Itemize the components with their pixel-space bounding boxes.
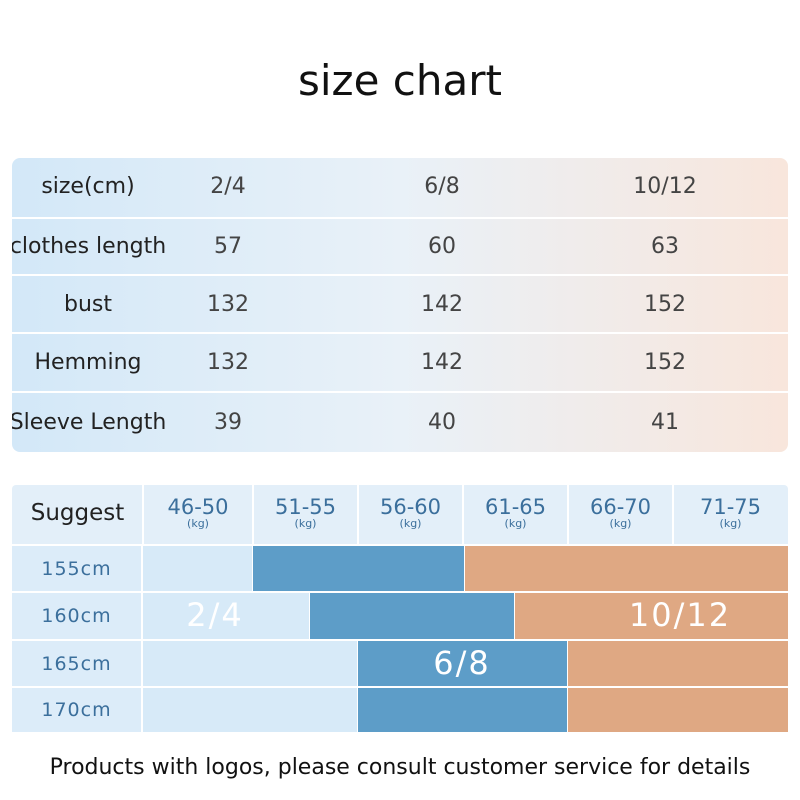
height-cell-bg — [12, 546, 141, 591]
range-light — [143, 641, 357, 686]
height-cell-bg — [12, 641, 141, 686]
title: size chart — [298, 55, 502, 105]
weight-range: 66-70 — [589, 495, 652, 519]
col-divider — [357, 485, 359, 544]
row-label: Hemming — [34, 350, 142, 375]
range-orange — [568, 641, 788, 686]
weight-unit: (kg) — [719, 516, 742, 530]
range-orange — [465, 546, 788, 591]
range-blue — [358, 641, 567, 686]
range-light — [143, 593, 309, 639]
table-cell: 39 — [214, 409, 242, 435]
col-divider — [672, 485, 674, 544]
table-cell: 60 — [428, 234, 456, 259]
weight-unit: (kg) — [187, 516, 209, 530]
height-label: 170cm — [41, 699, 112, 721]
header-cell: 10/12 — [633, 173, 697, 199]
range-light — [143, 546, 252, 591]
header-bg — [12, 485, 788, 544]
size-table: size(cm) 2/4 6/8 10/12 clothes length 57 60 63 b… — [12, 158, 788, 452]
row-divider — [12, 274, 788, 276]
footer: Products with logos, please consult cust… — [49, 754, 751, 780]
table-cell: 132 — [207, 350, 249, 375]
table-cell: 57 — [214, 234, 242, 259]
range-blue — [253, 546, 464, 591]
table-cell: 142 — [421, 291, 463, 317]
size-range-label: 10/12 — [628, 596, 732, 634]
col-divider — [462, 485, 464, 544]
col-divider — [252, 485, 254, 544]
row-divider — [12, 332, 788, 334]
row-divider — [12, 391, 788, 393]
range-light — [143, 688, 357, 732]
table-cell: 63 — [651, 234, 679, 259]
col-divider — [142, 485, 144, 544]
weight-unit: (kg) — [504, 516, 527, 530]
row-divider — [12, 217, 788, 219]
weight-range: 71-75 — [699, 495, 762, 519]
table-cell: 40 — [428, 409, 456, 435]
height-cell-bg — [12, 593, 141, 639]
height-label: 155cm — [41, 557, 112, 580]
size-range-label: 6/8 — [433, 644, 491, 682]
range-orange — [568, 688, 788, 732]
header-cell: size(cm) — [41, 173, 135, 199]
range-blue — [358, 688, 567, 732]
table-cell: 152 — [644, 291, 686, 317]
suggest-table: Suggest 46-50 (kg) 51-55 (kg) 56-60 (kg) 61-65(… — [12, 485, 788, 733]
col-divider — [567, 485, 569, 544]
height-cell-bg — [12, 688, 141, 732]
weight-range: 56-60 — [379, 495, 442, 519]
table-cell: 132 — [207, 291, 249, 317]
weight-range: 46-50 — [167, 495, 229, 519]
weight-range: 51-55 — [274, 495, 337, 519]
weight-range: 61-65 — [484, 495, 547, 519]
height-label: 160cm — [41, 605, 112, 627]
weight-unit: (kg) — [294, 516, 317, 530]
range-blue — [310, 593, 514, 639]
table-cell: 152 — [644, 350, 686, 375]
row-label: clothes length — [12, 234, 167, 259]
height-label: 165cm — [41, 652, 112, 675]
range-orange — [515, 593, 788, 639]
table-cell: 142 — [421, 350, 463, 375]
table-cell: 41 — [651, 409, 679, 435]
row-label: Sleeve Length — [12, 409, 167, 435]
weight-unit: (kg) — [399, 516, 422, 530]
size-range-label: 2/4 — [186, 596, 244, 634]
weight-unit: (kg) — [609, 516, 632, 530]
header-cell: 2/4 — [210, 173, 246, 199]
row-label: bust — [64, 291, 112, 317]
header-cell: 6/8 — [424, 173, 460, 199]
suggest-label: Suggest — [30, 500, 125, 526]
